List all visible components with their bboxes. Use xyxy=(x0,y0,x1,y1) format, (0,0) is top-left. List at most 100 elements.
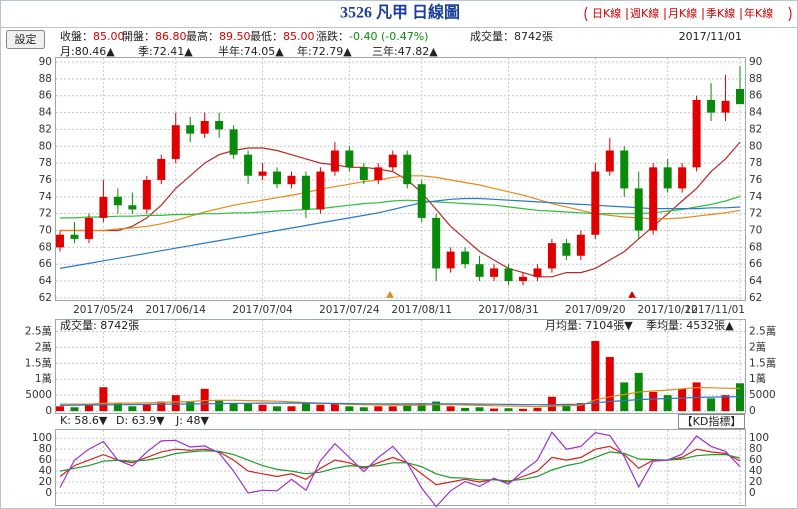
settings-button[interactable]: 設定 xyxy=(6,30,45,49)
y-tick-label-right: 78 xyxy=(749,157,762,169)
period-link[interactable]: 年K線 xyxy=(744,6,773,20)
quote-item: 收盤：85.00 xyxy=(60,29,125,43)
volume-average-line xyxy=(59,396,741,406)
y-tick-label: 40 xyxy=(39,465,52,477)
volume-bar xyxy=(663,395,672,412)
y-tick-label-right: 0 xyxy=(749,405,756,417)
y-tick-label: 70 xyxy=(39,225,52,237)
period-link[interactable]: 日K線 xyxy=(592,6,621,20)
y-tick-label: 78 xyxy=(39,157,52,169)
candle-body xyxy=(84,217,93,239)
y-tick-label: 64 xyxy=(39,275,53,287)
kd-button[interactable]: 【KD指標】 xyxy=(678,414,745,429)
y-tick-label-right: 76 xyxy=(749,174,763,186)
y-tick-label-right: 1.5萬 xyxy=(749,356,776,369)
legend-entry: J: 48▼ xyxy=(175,414,209,427)
quote-item: 漲跌：-0.40 (-0.47%) xyxy=(316,29,428,43)
y-tick-label-right: 2.5萬 xyxy=(749,324,776,337)
y-tick-label: 72 xyxy=(39,208,52,220)
chart-title: 3526 凡甲 日線圖 xyxy=(340,3,460,22)
volume-bar xyxy=(84,404,93,412)
volume-bar xyxy=(273,406,282,412)
x-tick-label: 2017/09/20 xyxy=(565,304,626,316)
paren-open xyxy=(584,6,588,22)
y-tick-label: 100 xyxy=(32,432,52,444)
button-frame[interactable] xyxy=(678,414,745,429)
volume-bar xyxy=(70,407,79,412)
y-tick-label: 80 xyxy=(39,140,52,152)
button-label[interactable]: 設定 xyxy=(15,32,37,46)
y-tick-label-right: 100 xyxy=(749,432,769,444)
quote-value: 89.50 xyxy=(219,30,251,43)
paren-close xyxy=(788,6,792,22)
volume-bar xyxy=(707,398,716,412)
volume-bar xyxy=(215,399,224,412)
y-tick-label-right: 64 xyxy=(749,275,763,287)
y-tick-label: 0 xyxy=(45,487,52,499)
candle-body xyxy=(605,150,614,172)
candle-body xyxy=(301,175,310,210)
candle-body xyxy=(461,251,470,265)
candle-body xyxy=(345,150,354,168)
volume-panel xyxy=(55,319,746,414)
candle-body xyxy=(287,175,296,185)
volume-bar xyxy=(200,388,209,412)
y-tick-label-right: 74 xyxy=(749,191,763,203)
quote-label: 最低： xyxy=(250,30,283,43)
candle-body xyxy=(432,217,441,269)
y-tick-label: 86 xyxy=(39,90,53,102)
x-tick-label: 2017/07/04 xyxy=(232,304,293,316)
x-tick-label: 2017/10/12 xyxy=(637,304,698,316)
y-tick-label: 2.5萬 xyxy=(25,324,52,337)
x-tick-label: 2017/08/11 xyxy=(391,304,452,316)
y-tick-label: 5000 xyxy=(25,389,52,401)
volume-bar xyxy=(316,404,325,412)
candle-body xyxy=(359,167,368,180)
quote-value: 85.00 xyxy=(283,30,315,43)
legend-entry: 季:72.41▲ xyxy=(138,45,193,58)
y-tick-label: 90 xyxy=(39,56,52,68)
legend-entry: 年:72.79▲ xyxy=(297,44,352,58)
quote-item: 開盤：86.80 xyxy=(122,30,187,43)
volume-bar xyxy=(605,356,614,412)
candle-body xyxy=(330,150,339,172)
volume-bar xyxy=(576,403,585,412)
quote-value: -0.40 (-0.47%) xyxy=(349,30,428,43)
button-frame[interactable] xyxy=(6,30,45,49)
candle-body xyxy=(142,179,151,210)
candle-body xyxy=(504,268,513,282)
candle-body xyxy=(157,158,166,180)
candle-body xyxy=(678,167,687,189)
volume-bar xyxy=(446,406,455,412)
button-label[interactable]: 【KD指標】 xyxy=(682,414,742,428)
kd-panel xyxy=(55,429,746,506)
indicator-line xyxy=(59,431,741,508)
marker-triangle xyxy=(628,291,636,298)
volume-bar xyxy=(142,404,151,412)
volume-bar xyxy=(229,403,238,412)
period-link[interactable]: 週K線 xyxy=(630,6,659,20)
y-tick-label: 82 xyxy=(39,123,52,135)
volume-bar xyxy=(244,403,253,412)
y-tick-label-right: 40 xyxy=(749,465,762,477)
candle-body xyxy=(244,154,253,176)
y-tick-label-right: 80 xyxy=(749,140,762,152)
volume-bar xyxy=(432,401,441,412)
candle-body xyxy=(99,196,108,218)
y-tick-label-right: 88 xyxy=(749,73,762,85)
candle-body xyxy=(215,121,224,130)
volume-bar xyxy=(99,387,108,412)
volume-bar xyxy=(128,406,137,412)
candle-body xyxy=(721,100,730,113)
period-link[interactable]: 季K線 xyxy=(706,6,735,20)
volume-bar xyxy=(562,404,571,412)
candle-body xyxy=(547,243,556,269)
x-tick-label: 2017/07/24 xyxy=(319,304,380,316)
candle-body xyxy=(475,264,484,277)
period-link[interactable]: 月K線 xyxy=(668,6,697,20)
candle-body xyxy=(490,268,499,277)
y-tick-label-right: 2萬 xyxy=(749,340,766,353)
marker-triangle xyxy=(386,291,394,298)
moving-average-line xyxy=(60,195,741,219)
